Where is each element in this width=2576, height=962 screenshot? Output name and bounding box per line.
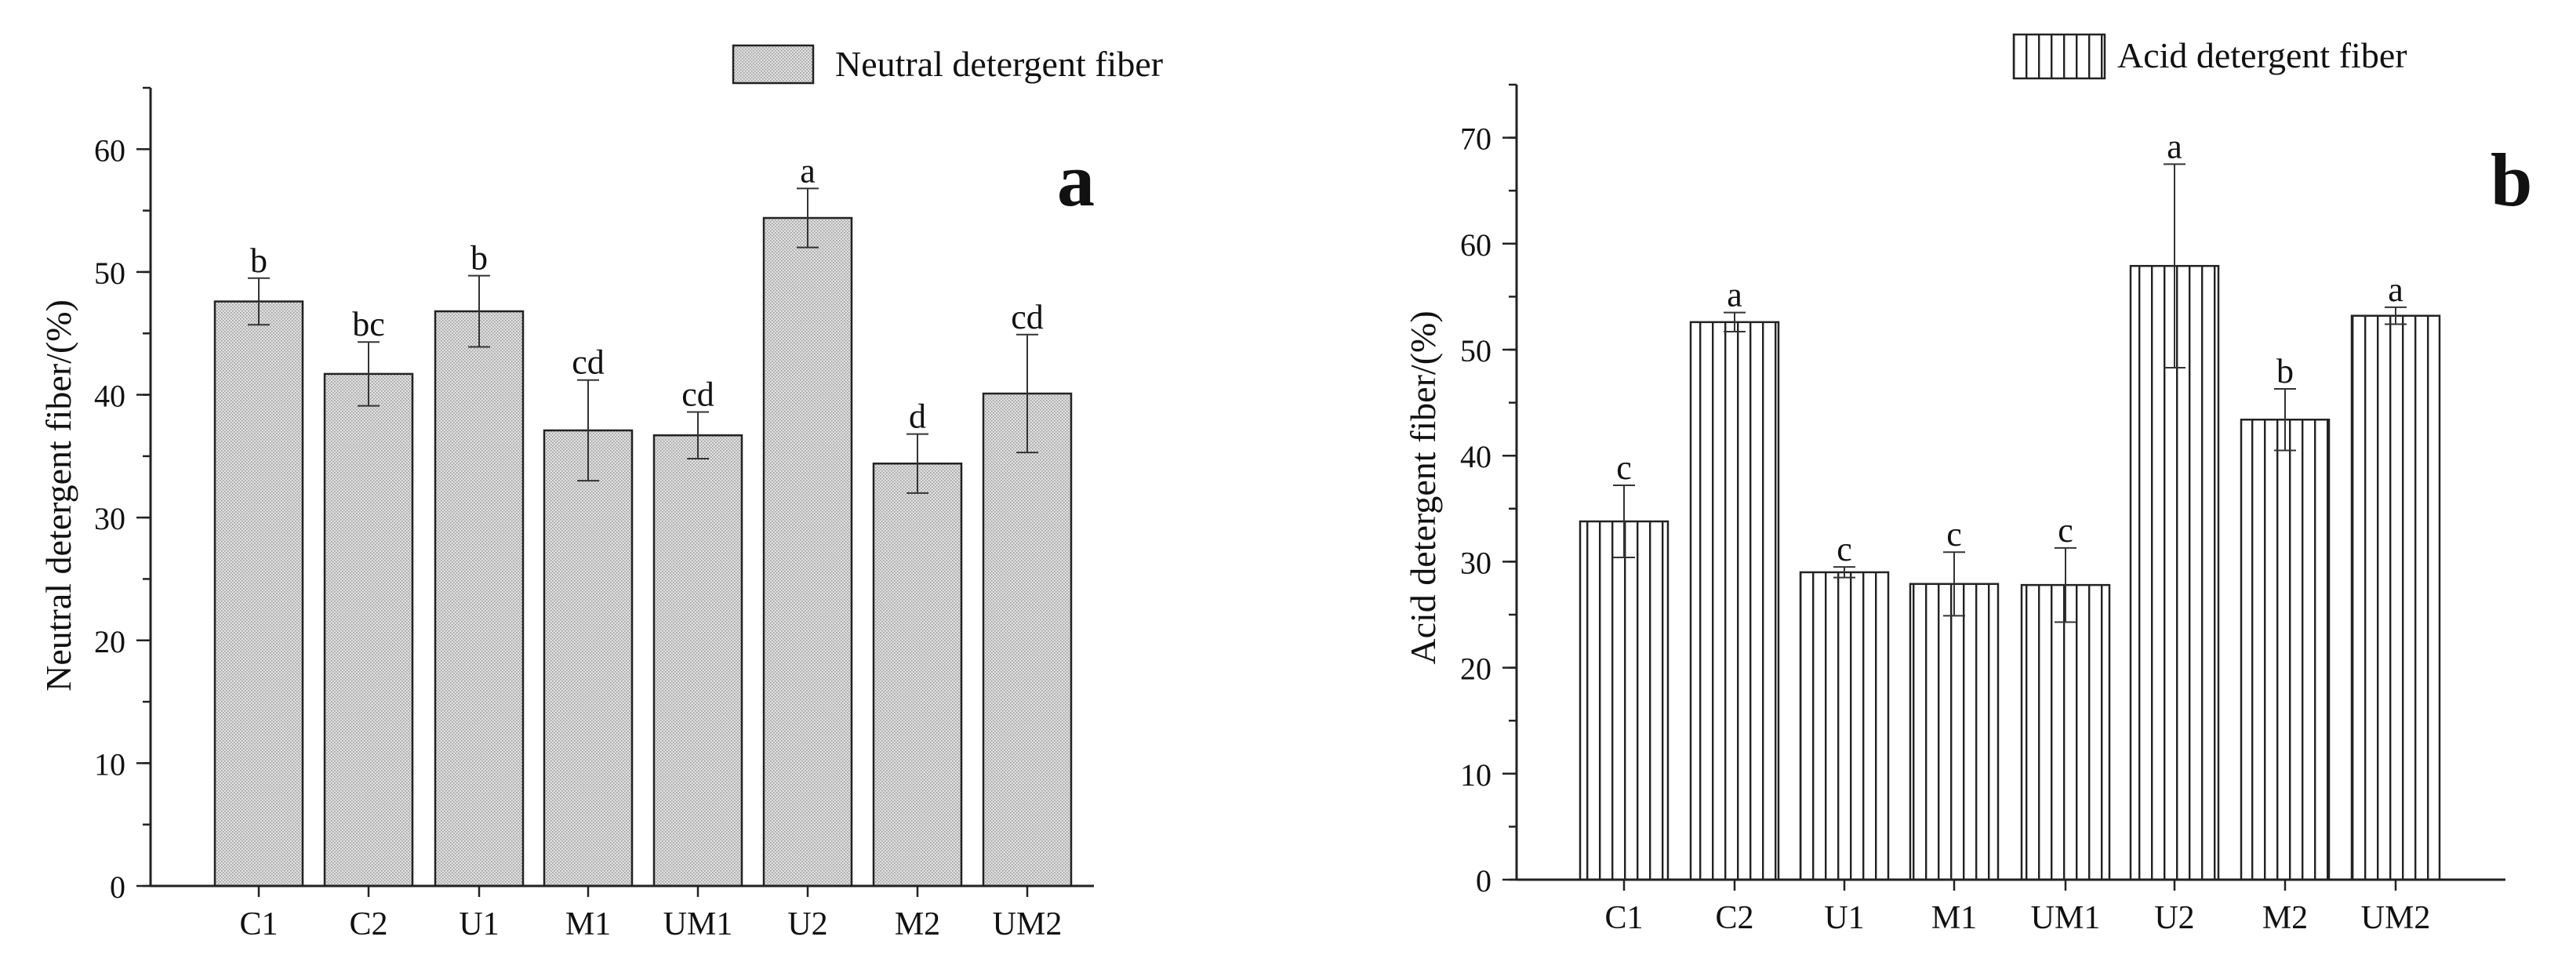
significance-label: c — [1946, 515, 1962, 554]
y-tick-label: 30 — [1460, 545, 1491, 580]
bar-um2 — [982, 392, 1073, 888]
bar-m2 — [872, 462, 963, 888]
significance-label: cd — [572, 343, 605, 382]
bar-m1 — [1909, 583, 2000, 881]
x-tick-label: U1 — [459, 906, 499, 942]
bars-b: c a c c c a b a — [1579, 127, 2441, 881]
legend-b-swatch — [2012, 33, 2106, 80]
bar-um2 — [2350, 314, 2441, 881]
y-tick-label: 60 — [94, 133, 125, 168]
x-axis-a: C1 C2 U1 M1 UM1 U2 M2 UM2 — [239, 886, 1062, 942]
axes-a — [149, 88, 1094, 888]
y-tick-label: 40 — [1460, 439, 1491, 474]
x-tick-label: U1 — [1824, 900, 1864, 936]
y-tick-label: 20 — [94, 624, 125, 659]
legend-a-swatch — [732, 44, 815, 85]
x-tick-label: M2 — [895, 906, 940, 942]
panel-b: Acid detergent fiber b Acid detergent fi… — [1403, 33, 2532, 936]
significance-label: b — [2276, 352, 2294, 390]
bar-m2 — [2240, 418, 2331, 881]
bar-c2 — [323, 372, 414, 888]
y-tick-label: 0 — [110, 869, 125, 905]
significance-label: c — [1616, 448, 1632, 487]
bar-c2 — [1689, 321, 1780, 881]
y-tick-label: 0 — [1476, 863, 1491, 898]
panel-label-b: b — [2491, 138, 2532, 222]
significance-label: cd — [681, 375, 714, 413]
y-axis-b: 0 10 20 30 40 50 60 70 — [1460, 83, 1517, 898]
x-tick-label: UM1 — [2031, 900, 2101, 936]
x-tick-label: UM2 — [2361, 900, 2431, 936]
y-axis-label-a: Neutral detergent fiber/(%) — [38, 299, 78, 692]
bar-c1 — [1579, 520, 1669, 881]
y-tick-label: 40 — [94, 379, 125, 414]
panel-a: Neutral detergent fiber a Neutral deterg… — [38, 44, 1163, 942]
bar-m1 — [543, 429, 634, 888]
legend-b-label: Acid detergent fiber — [2117, 35, 2407, 75]
bar-um1 — [2020, 583, 2111, 881]
significance-label: c — [2058, 511, 2073, 550]
x-tick-label: C1 — [239, 906, 278, 942]
panel-label-a: a — [1057, 138, 1095, 222]
x-axis-b: C1 C2 U1 M1 UM1 U2 M2 UM2 — [1604, 880, 2430, 936]
legend-a-label: Neutral detergent fiber — [835, 44, 1163, 84]
x-tick-label: M2 — [2262, 900, 2308, 936]
y-tick-label: 10 — [1460, 757, 1491, 793]
significance-label: b — [250, 241, 267, 280]
significance-label: a — [2167, 127, 2182, 165]
y-tick-label: 30 — [94, 501, 125, 536]
y-tick-label: 50 — [94, 256, 125, 291]
significance-label: c — [1837, 530, 1852, 568]
x-tick-label: M1 — [1931, 900, 1977, 936]
significance-label: a — [1727, 276, 1742, 314]
x-tick-label: M1 — [565, 906, 611, 942]
legend-a: Neutral detergent fiber — [732, 44, 1163, 85]
x-tick-label: UM1 — [663, 906, 733, 942]
y-tick-label: 70 — [1460, 122, 1491, 157]
legend-b: Acid detergent fiber — [2012, 33, 2407, 80]
bar-um1 — [652, 434, 743, 888]
significance-label: d — [909, 398, 926, 436]
y-axis-label-b: Acid detergent fiber/(%) — [1403, 310, 1443, 664]
axes-b — [1515, 85, 2505, 881]
x-tick-label: C1 — [1604, 900, 1643, 936]
bar-u2 — [762, 216, 853, 888]
y-axis-a: 0 10 20 30 40 50 60 — [94, 86, 151, 905]
significance-label: bc — [352, 305, 385, 343]
x-tick-label: C2 — [1715, 900, 1753, 936]
bar-u1 — [434, 310, 525, 888]
x-tick-label: UM2 — [993, 906, 1063, 942]
y-tick-label: 50 — [1460, 333, 1491, 368]
significance-label: b — [471, 239, 488, 278]
bar-u1 — [1799, 571, 1890, 881]
significance-label: a — [2388, 270, 2403, 309]
y-tick-label: 10 — [94, 746, 125, 782]
significance-label: a — [800, 151, 816, 190]
y-tick-label: 20 — [1460, 652, 1491, 687]
x-tick-label: U2 — [2154, 900, 2194, 936]
bars-a: b bc b cd cd a d cd — [213, 151, 1073, 888]
x-tick-label: U2 — [787, 906, 827, 942]
significance-label: cd — [1011, 298, 1044, 336]
y-tick-label: 60 — [1460, 227, 1491, 263]
x-tick-label: C2 — [349, 906, 387, 942]
bar-c1 — [213, 300, 304, 888]
